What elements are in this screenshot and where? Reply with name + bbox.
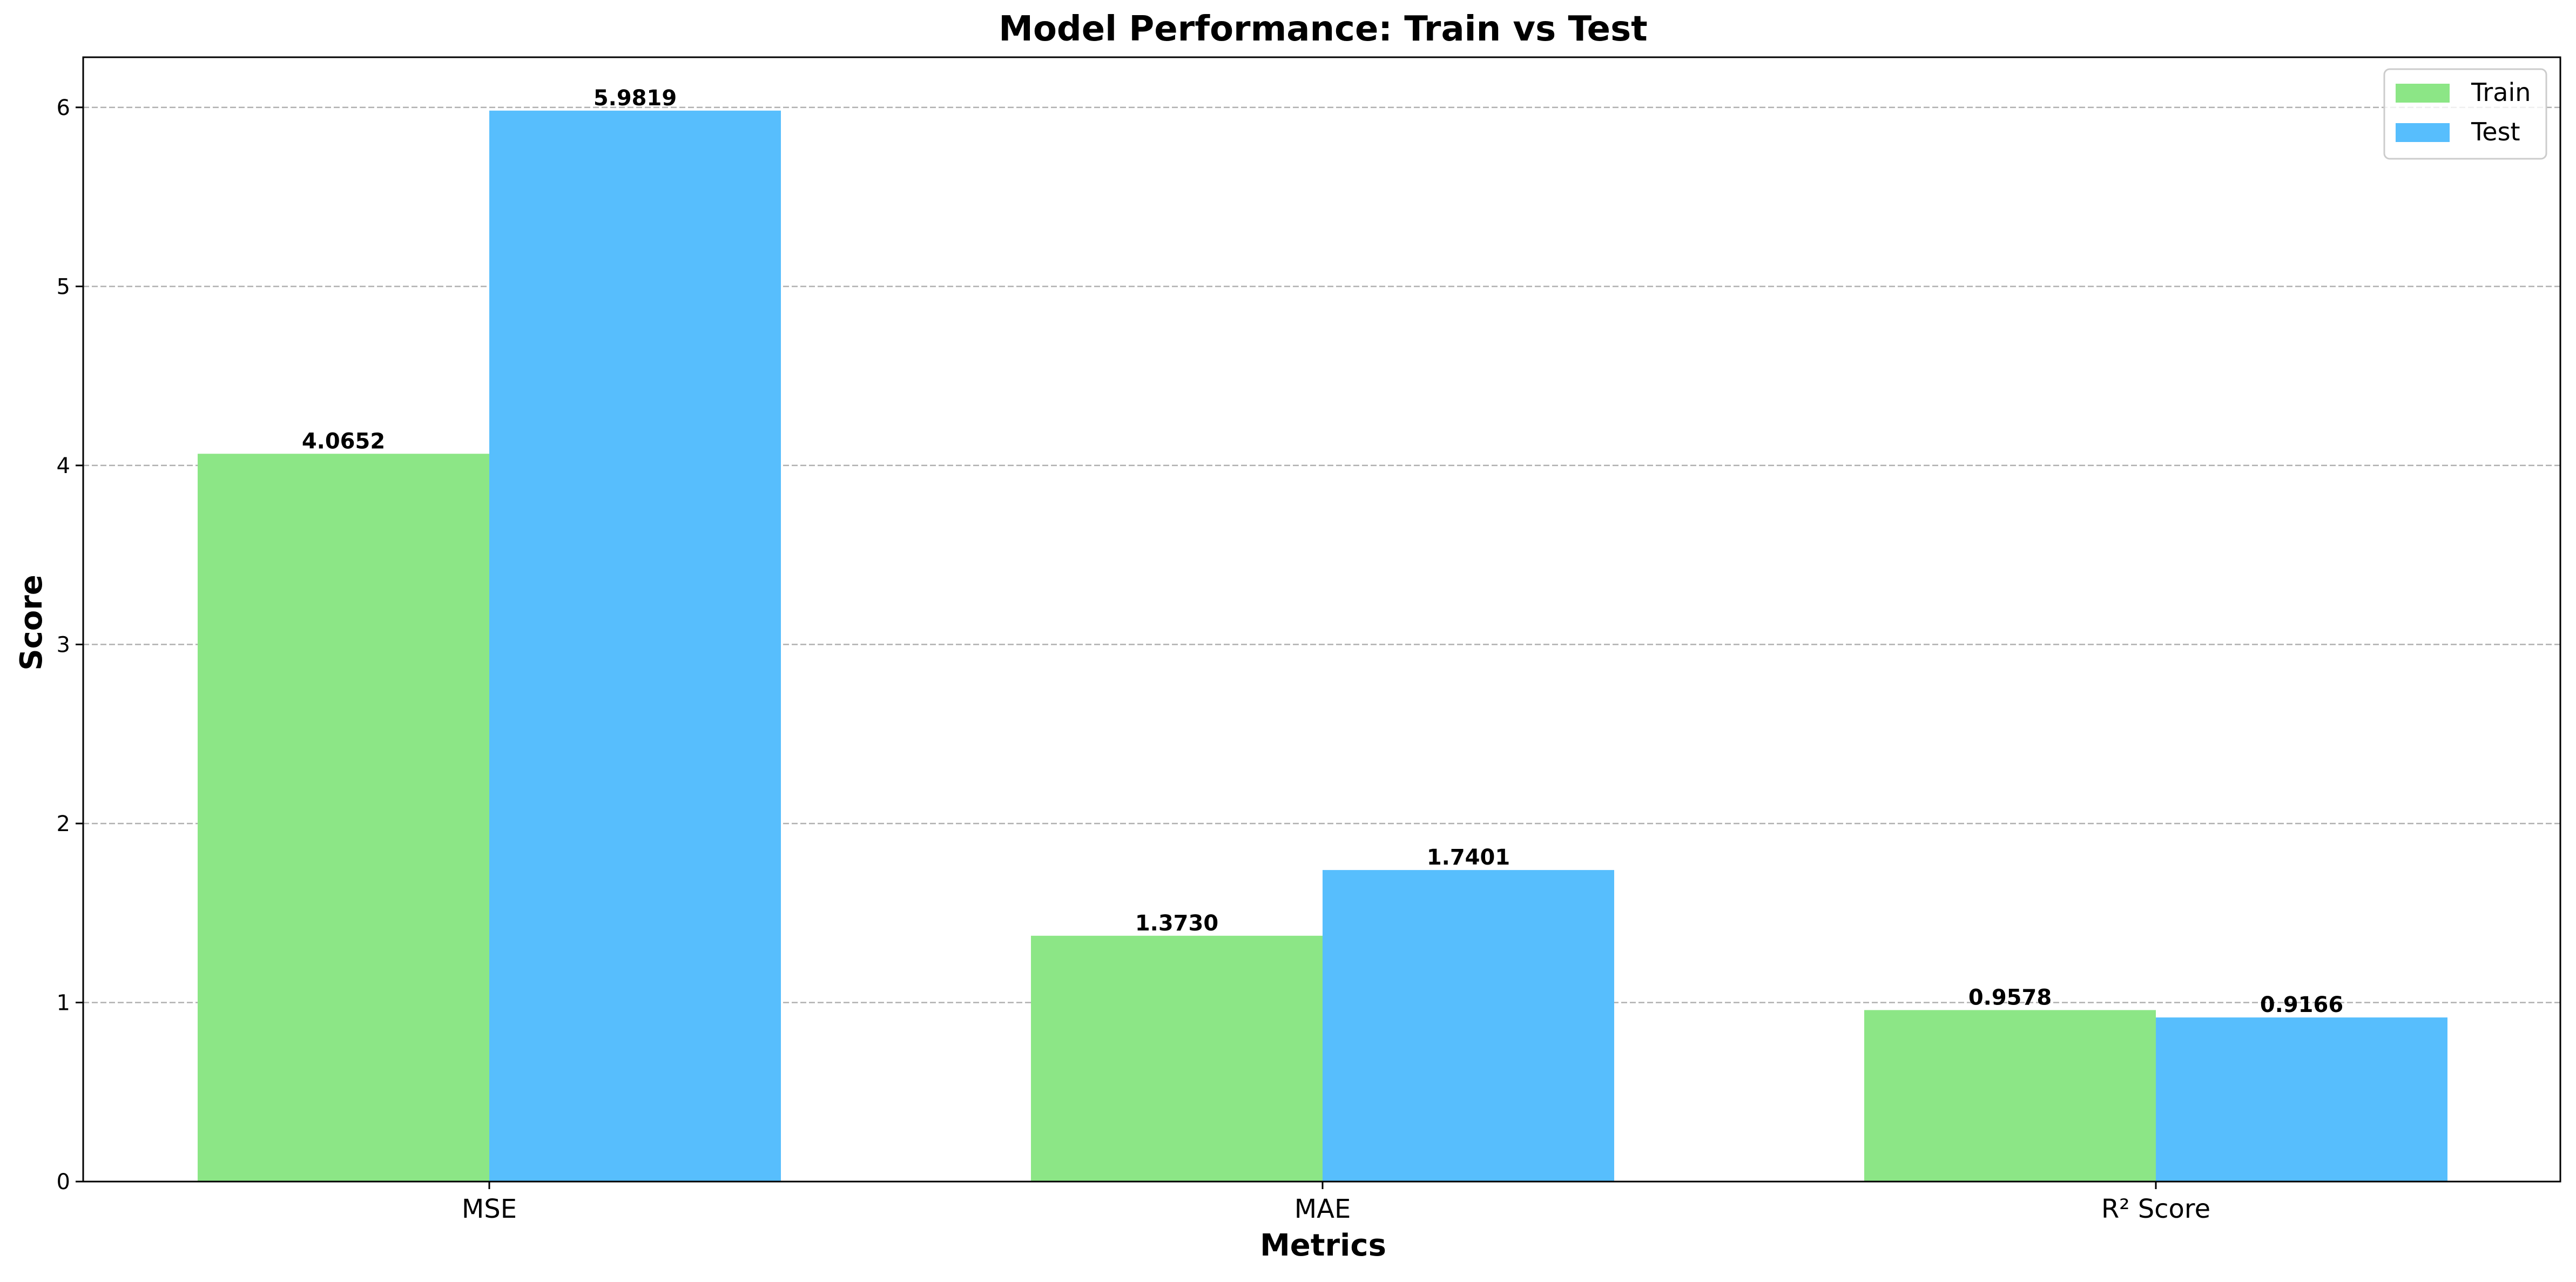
y-axis-label: Score — [14, 575, 49, 671]
y-tick-label: 5 — [57, 274, 70, 299]
chart-title: Model Performance: Train vs Test — [999, 9, 1648, 49]
bar-value-label: 0.9578 — [1968, 985, 2052, 1010]
legend: Train Test — [2383, 68, 2547, 160]
bar-value-label: 5.9819 — [594, 86, 677, 111]
y-axis: 0 1 2 3 4 5 6 — [57, 96, 83, 1195]
legend-label-train: Train — [2471, 78, 2531, 107]
bar-value-label: 1.7401 — [1427, 845, 1510, 870]
bar-test-1 — [1323, 870, 1614, 1182]
bar-train-0 — [198, 454, 489, 1182]
bar-test-0 — [489, 110, 781, 1182]
bar-value-label: 0.9166 — [2260, 993, 2343, 1017]
y-tick-label: 6 — [57, 96, 70, 120]
legend-swatch-test — [2396, 123, 2450, 142]
x-axis-label: Metrics — [1260, 1228, 1386, 1263]
x-tick-label: R² Score — [2101, 1194, 2210, 1224]
bar-value-label: 4.0652 — [302, 429, 385, 454]
x-tick-label: MSE — [462, 1194, 517, 1224]
y-tick-label: 2 — [57, 812, 70, 836]
bar-test-2 — [2156, 1017, 2447, 1182]
y-tick-label: 3 — [57, 632, 70, 657]
x-tick-label: MAE — [1294, 1194, 1351, 1224]
legend-swatch-train — [2396, 84, 2450, 103]
bar-train-1 — [1031, 935, 1323, 1182]
value-labels-layer: 4.0652 5.9819 1.3730 1.7401 0.9578 0.9166 — [302, 86, 2343, 1017]
legend-label-test: Test — [2471, 117, 2520, 146]
y-tick-label: 4 — [57, 454, 70, 478]
bar-value-label: 1.3730 — [1135, 911, 1218, 936]
bars-layer — [198, 110, 2447, 1182]
y-tick-label: 0 — [57, 1170, 70, 1195]
y-tick-label: 1 — [57, 990, 70, 1015]
bar-train-2 — [1864, 1010, 2156, 1182]
x-axis: MSE MAE R² Score — [462, 1182, 2210, 1224]
